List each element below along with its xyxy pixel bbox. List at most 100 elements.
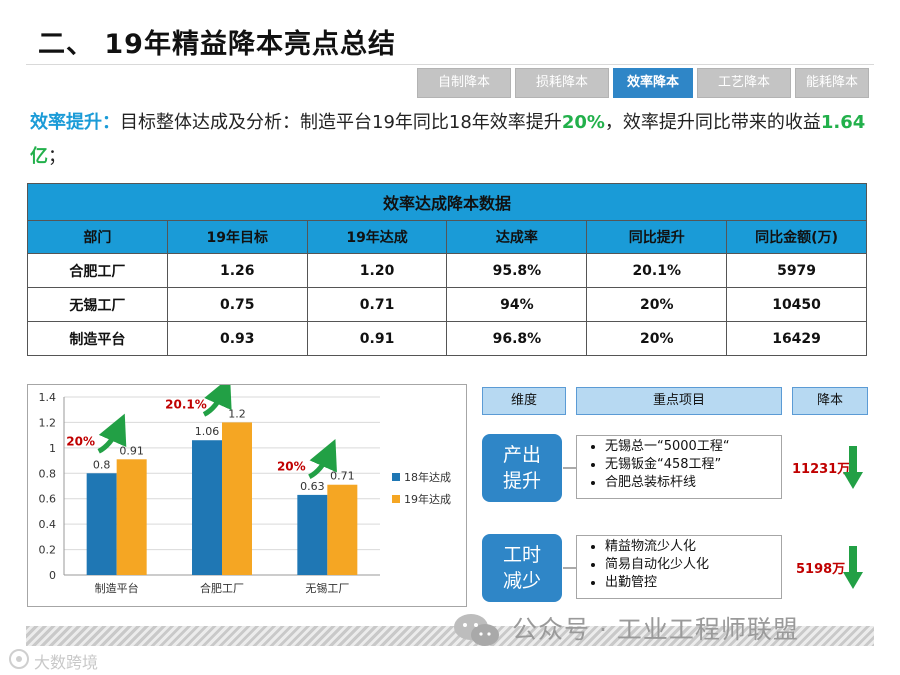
bar [86,473,117,575]
cost-reduction-header: 降本 [792,387,868,415]
amount-hours: 5198万 [796,562,846,577]
brand-logo-icon [9,649,29,669]
table-header: 同比金额(万) [726,220,867,254]
project-list-output: 无锡总一“5000工程“ 无锡钣金“458工程” 合肥总装标杆线 [576,435,782,499]
table-cell: 制造平台 [27,321,168,356]
list-item: 无锡钣金“458工程” [605,456,771,474]
data-label: 1.06 [195,425,220,438]
y-tick-label: 0.4 [39,518,57,531]
table-cell: 10450 [726,287,867,322]
growth-arrow-icon [202,376,232,417]
summary-text: 效率提升：目标整体达成及分析：制造平台19年同比18年效率提升20%，效率提升同… [30,106,870,174]
growth-arrow-icon [97,413,127,454]
down-arrow-icon [843,546,863,589]
efficiency-bar-chart: 0 0.2 0.4 0.6 0.8 1 1.2 1.4 0.8 0.91 制造平台 20% 1.06 1.… [27,376,467,607]
table-header: 达成率 [446,220,588,254]
table-cell: 20.1% [586,253,728,288]
tab-label: 能耗降本 [805,75,858,90]
tab-label: 效率降本 [626,75,679,90]
summary-text-2: ，效率提升同比带来的收益 [604,112,821,133]
table-cell: 94% [446,287,588,322]
efficiency-data-table: 效率达成降本数据 部门 19年目标 19年达成 达成率 同比提升 同比金额(万)… [27,183,867,356]
tab-process[interactable]: 工艺降本 [697,68,791,98]
summary-text-3: ； [48,146,66,167]
legend-swatch [392,495,400,503]
summary-text-1: 目标整体达成及分析：制造平台19年同比18年效率提升 [120,112,562,133]
y-tick-label: 1 [49,442,56,455]
bar [297,494,328,575]
dimension-line: 提升 [502,470,541,492]
table-header: 同比提升 [586,220,728,254]
data-label: 1.2 [228,407,246,420]
table-row: 无锡工厂 0.75 0.71 94% 20% 10450 [27,287,867,322]
table-header: 19年目标 [166,220,308,254]
summary-highlight-amount: 1.64亿 [30,112,866,167]
table-caption: 效率达成降本数据 [27,183,867,221]
legend-swatch [392,473,400,481]
watermark-text: 公众号 · 工业工程师联盟 [512,615,799,644]
data-label: 0.91 [119,444,144,457]
footer-stripe [26,626,874,646]
tab-label: 自制降本 [437,75,490,90]
dimension-line: 工时 [502,544,541,566]
table-cell: 20% [586,321,728,356]
y-tick-label: 0.8 [39,467,57,480]
page-title: 二、 19年精益降本亮点总结 [38,29,396,60]
table-cell: 96.8% [446,321,588,356]
tab-self-made[interactable]: 自制降本 [417,68,511,98]
table-cell: 5979 [726,253,867,288]
table-cell: 0.91 [306,321,448,356]
legend-label: 18年达成 [404,470,451,484]
tab-efficiency[interactable]: 效率降本 [613,68,693,98]
table-header: 部门 [27,220,168,254]
tab-label: 损耗降本 [535,75,588,90]
table-cell: 0.75 [166,287,308,322]
project-list-hours: 精益物流少人化 简易自动化少人化 出勤管控 [576,535,782,599]
dimension-line: 减少 [502,570,541,592]
tab-loss[interactable]: 损耗降本 [515,68,609,98]
growth-label: 20% [277,460,306,474]
amount-output: 11231万 [792,462,851,477]
x-tick-label: 无锡工厂 [305,581,349,595]
x-tick-label: 合肥工厂 [200,581,244,595]
tab-label: 工艺降本 [717,75,770,90]
growth-arrow-icon [308,439,337,479]
table-cell: 合肥工厂 [27,253,168,288]
bracket-connector [563,567,577,569]
data-label: 0.8 [93,458,111,471]
x-tick-label: 制造平台 [95,581,139,595]
table-cell: 16429 [726,321,867,356]
growth-label: 20.1% [165,397,207,411]
bar [116,459,147,575]
y-tick-label: 1.2 [39,416,57,429]
table-row: 制造平台 0.93 0.91 96.8% 20% 16429 [27,321,867,356]
table-cell: 20% [586,287,728,322]
bar [327,484,358,575]
table-cell: 0.93 [166,321,308,356]
legend-label: 19年达成 [404,492,451,506]
dimension-header: 维度 [482,387,566,415]
data-label: 0.63 [300,480,325,493]
chart-svg: 0 0.2 0.4 0.6 0.8 1 1.2 1.4 0.8 0.91 制造平台 20% 1.06 1.… [39,376,451,595]
list-item: 简易自动化少人化 [605,556,771,574]
bar [222,422,252,575]
table-cell: 0.71 [306,287,448,322]
tab-energy[interactable]: 能耗降本 [795,68,869,98]
wechat-icon [454,614,499,646]
list-item: 出勤管控 [605,574,771,592]
y-tick-label: 1.4 [39,391,57,404]
summary-label: 效率提升： [30,112,120,133]
list-item: 合肥总装标杆线 [605,474,771,492]
dimension-hours-box: 工时 减少 [482,534,562,602]
data-label: 0.71 [330,470,355,483]
table-cell: 1.26 [166,253,308,288]
table-row: 合肥工厂 1.26 1.20 95.8% 20.1% 5979 [27,253,867,288]
growth-label: 20% [66,434,95,448]
bracket-connector [563,467,577,469]
key-project-header: 重点项目 [576,387,782,415]
down-arrow-icon [843,446,863,489]
bar [192,440,222,575]
y-tick-label: 0.2 [39,544,57,557]
title-divider [26,64,874,65]
summary-highlight-rate: 20% [561,112,605,133]
